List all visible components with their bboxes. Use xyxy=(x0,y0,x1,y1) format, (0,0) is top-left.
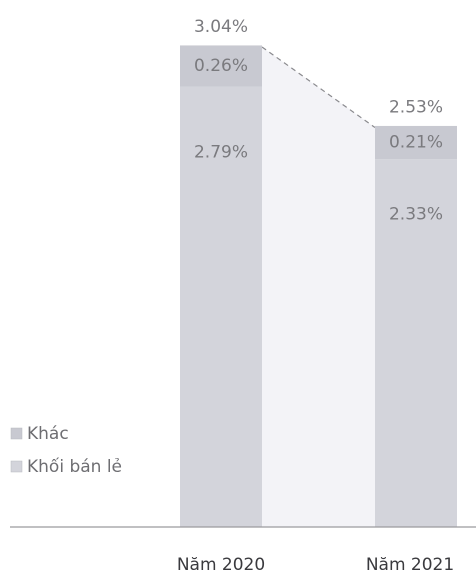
legend-swatch xyxy=(10,460,23,473)
data-label: 0.26% xyxy=(194,56,248,76)
bar-segment xyxy=(375,125,457,160)
legend-label: Khác xyxy=(27,424,69,444)
data-label: 2.79% xyxy=(194,143,248,163)
bar-segment xyxy=(375,159,457,527)
legend: Khác Khối bán lẻ xyxy=(10,424,122,477)
connector-area xyxy=(262,47,375,527)
total-label: 3.04% xyxy=(194,17,248,37)
data-label: 0.21% xyxy=(389,133,443,153)
legend-label: Khối bán lẻ xyxy=(27,456,122,477)
data-label: 2.33% xyxy=(389,204,443,224)
bar-segment xyxy=(180,86,262,527)
x-tick-label: Năm 2021 xyxy=(366,555,454,575)
legend-swatch xyxy=(10,427,23,440)
x-tick-label: Năm 2020 xyxy=(177,555,265,575)
bar-segment xyxy=(180,45,262,87)
total-label: 2.53% xyxy=(389,98,443,118)
